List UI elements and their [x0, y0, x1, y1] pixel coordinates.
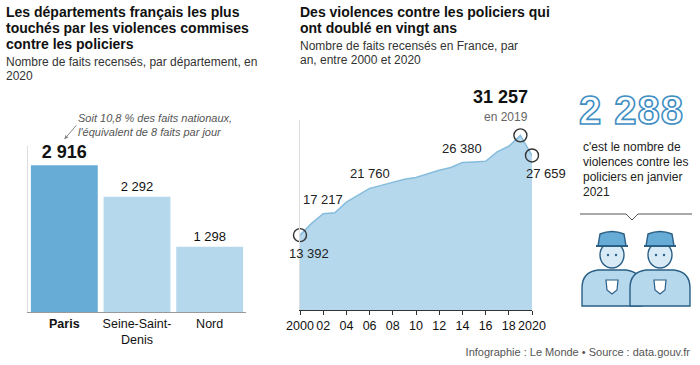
svg-text:17 217: 17 217	[303, 192, 343, 207]
html-text:Les départements français les: Les départements français les plus touch…	[6, 4, 249, 52]
svg-text:2 292: 2 292	[121, 179, 154, 194]
svg-text:26 380: 26 380	[442, 141, 482, 156]
svg-text:18: 18	[502, 319, 516, 333]
html-text:Infographie : Le Monde • Sourc: Infographie : Le Monde • Source : data.g…	[465, 346, 690, 358]
svg-text:en 2019: en 2019	[484, 110, 528, 124]
svg-text:Soit 10,8 % des faits nationau: Soit 10,8 % des faits nationaux,l'équiva…	[78, 112, 232, 138]
svg-text:2020: 2020	[518, 319, 546, 333]
svg-text:2 916: 2 916	[42, 142, 87, 162]
svg-text:1 298: 1 298	[193, 229, 226, 244]
html-text:2 288: 2 288	[579, 88, 685, 132]
html-text:Des violences contre les polic: Des violences contre les policiers qui o…	[300, 4, 550, 36]
svg-text:04: 04	[339, 319, 353, 333]
html-text:Nombre de faits recensés, par: Nombre de faits recensés, par départemen…	[6, 55, 258, 83]
svg-text:Seine-Saint-Denis: Seine-Saint-Denis	[103, 317, 172, 347]
svg-text:Nord: Nord	[196, 317, 223, 331]
svg-text:21 760: 21 760	[350, 166, 390, 181]
svg-text:13 392: 13 392	[289, 246, 329, 261]
svg-text:31 257: 31 257	[473, 87, 528, 107]
svg-text:27 659: 27 659	[526, 166, 566, 181]
svg-text:16: 16	[479, 319, 493, 333]
html-text:Nombre de faits recensés en Fr: Nombre de faits recensés en France, par …	[300, 39, 519, 67]
svg-text:14: 14	[455, 319, 469, 333]
html-text:c'est le nombre de violences c: c'est le nombre de violences contre les …	[583, 140, 689, 199]
svg-text:2000: 2000	[286, 319, 314, 333]
svg-text:10: 10	[409, 319, 423, 333]
svg-text:06: 06	[363, 319, 377, 333]
svg-text:12: 12	[432, 319, 446, 333]
svg-text:Paris: Paris	[49, 317, 80, 331]
svg-text:08: 08	[386, 319, 400, 333]
svg-text:02: 02	[316, 319, 330, 333]
